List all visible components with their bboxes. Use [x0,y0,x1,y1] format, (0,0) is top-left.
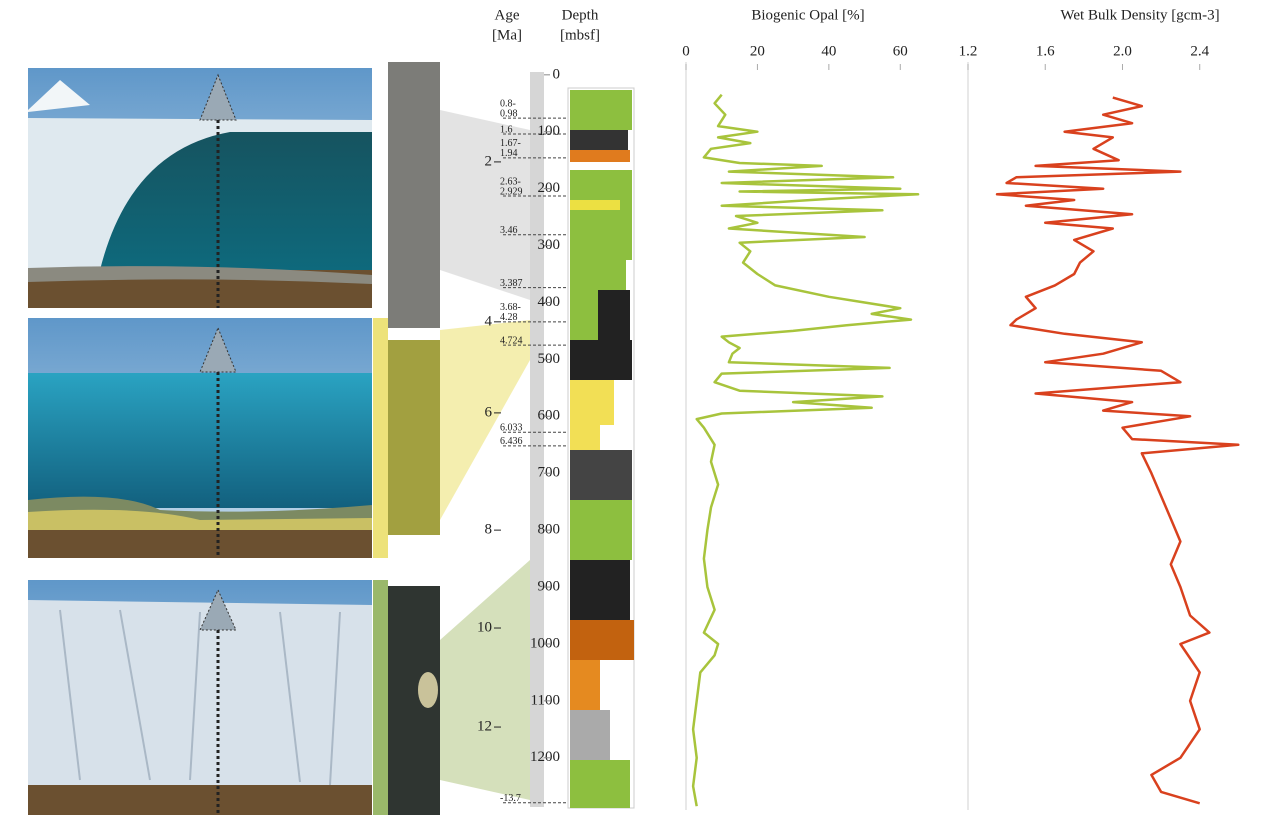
depth-tick-label: 200 [538,180,561,196]
x-tick-label: 1.2 [959,43,978,59]
depth-tick-label: 100 [538,123,561,139]
age-boundary-label: 3.46 [500,225,518,236]
age-boundary-label: 4.724 [500,335,523,346]
data-line [691,93,920,807]
age-boundary-label: 3.68- [500,302,521,313]
depth-tick-label: 1100 [531,692,560,708]
age-tick-label: 10 [477,619,492,635]
depth-title: [mbsf] [560,27,600,43]
age-boundary-label: 6.436 [500,436,523,447]
age-boundary-label: 2.63- [500,176,521,187]
depth-tick-label: 1200 [530,749,560,765]
age-tick-label: 2 [485,153,493,169]
age-boundary-label: 1.6 [500,124,513,135]
depth-tick-label: 800 [538,522,561,538]
age-boundary-label: 6.033 [500,423,523,434]
lithology-column [530,72,635,809]
data-line [995,96,1240,805]
age-boundary-label: 1.94 [500,148,518,159]
age-boundary-label: 0.98 [500,108,518,119]
x-tick-label: 40 [821,43,836,59]
x-tick-label: 2.0 [1113,43,1132,59]
age-boundary-label: 1.67- [500,138,521,149]
age-tick-label: 4 [485,313,493,329]
depth-tick-label: 600 [538,408,561,424]
x-tick-label: 2.4 [1190,43,1209,59]
age-boundary-label: -13.7 [500,793,521,804]
illustration-ice-shelf [28,68,372,308]
depth-tick-label: 300 [538,237,561,253]
depth-title: Depth [562,7,599,23]
age-tick-label: 12 [477,718,492,734]
x-tick-label: 20 [750,43,765,59]
depth-tick-label: 900 [538,578,561,594]
age-tick-label: 6 [485,404,493,420]
core-photos [373,62,530,815]
chart-title: Biogenic Opal [%] [751,7,864,23]
depth-tick-label: 500 [538,351,561,367]
age-title: [Ma] [492,27,522,43]
depth-tick-label: 400 [538,294,561,310]
x-tick-label: 60 [893,43,908,59]
depth-tick-label: 700 [538,465,561,481]
age-boundary-label: 3.387 [500,278,523,289]
x-tick-label: 1.6 [1036,43,1055,59]
x-tick-label: 0 [682,43,690,59]
illustration-grounded-ice [28,580,372,815]
age-tick-label: 8 [485,522,493,538]
depth-tick-label: 0 [553,66,561,82]
age-boundary-label: 0.8- [500,98,516,109]
illustration-open-ocean [28,318,372,558]
age-title: Age [495,7,520,23]
age-boundary-label: 4.28 [500,312,518,323]
chart-title: Wet Bulk Density [gcm-3] [1060,7,1219,23]
depth-tick-label: 1000 [530,635,560,651]
age-boundary-label: 2.929 [500,186,523,197]
